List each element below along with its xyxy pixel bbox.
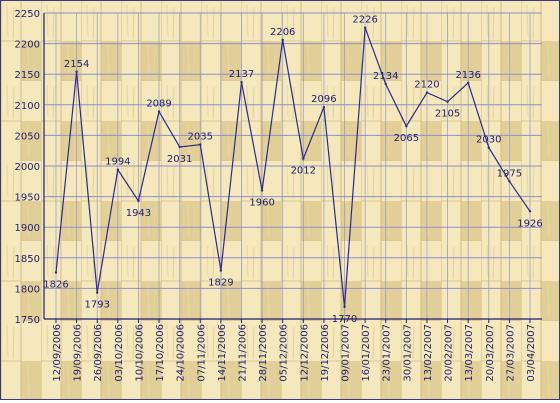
data-label: 1994 <box>105 157 130 168</box>
data-point <box>219 269 223 272</box>
series-line <box>55 27 531 307</box>
data-point <box>240 80 243 84</box>
y-tick-label: 2050 <box>15 131 40 142</box>
data-point <box>322 106 326 109</box>
data-label: 2226 <box>352 15 377 26</box>
data-label: 1943 <box>126 208 151 219</box>
y-tick-label: 2100 <box>15 101 40 112</box>
y-tick-label: 1950 <box>15 193 40 204</box>
y-tick-label: 1850 <box>15 254 40 265</box>
y-tick-label: 2200 <box>15 40 40 51</box>
x-tick-labels: 12/09/2006 19/09/2006 26/09/2006 03/10/2006… <box>52 324 537 382</box>
data-labels: 1826 2154 1793 1994 1943 2089 2031 2035 1829 2137… <box>43 15 542 325</box>
x-tick-label: 24/10/2006 <box>176 324 187 382</box>
data-label: 2206 <box>270 27 295 38</box>
data-point <box>96 291 99 294</box>
data-label: 2035 <box>188 132 213 143</box>
x-tick-label: 26/09/2006 <box>93 324 104 382</box>
data-point <box>363 26 367 29</box>
y-tick-label: 1800 <box>15 284 40 295</box>
data-point <box>343 305 346 308</box>
x-tick-label: 19/12/2006 <box>320 324 331 382</box>
data-point <box>199 143 202 146</box>
data-point <box>137 199 140 203</box>
y-tick-label: 1750 <box>15 315 40 326</box>
data-point <box>281 38 284 42</box>
data-point <box>425 91 429 94</box>
x-tick-label: 14/11/2006 <box>217 324 228 382</box>
data-label: 2137 <box>229 69 254 80</box>
x-tick-label: 10/10/2006 <box>134 324 145 382</box>
data-point <box>528 210 532 213</box>
x-tick-label: 23/01/2007 <box>382 324 393 382</box>
data-point <box>405 125 408 128</box>
x-tick-label: 20/03/2007 <box>485 324 496 382</box>
x-tick-label: 12/12/2006 <box>299 324 310 382</box>
x-tick-label: 03/04/2007 <box>526 324 537 382</box>
data-point <box>384 82 387 86</box>
x-tick-label: 30/01/2007 <box>402 324 413 382</box>
y-tick-label: 2000 <box>15 162 40 173</box>
x-tick-label: 21/11/2006 <box>237 324 248 382</box>
x-tick-label: 13/03/2007 <box>464 324 475 382</box>
data-label: 2012 <box>291 166 316 177</box>
data-label: 2154 <box>64 59 89 70</box>
y-tick-label: 2150 <box>15 70 40 81</box>
data-point <box>54 271 58 274</box>
x-tick-label: 07/11/2006 <box>196 324 207 382</box>
x-tick-label: 28/11/2006 <box>258 324 269 382</box>
x-tick-label: 17/10/2006 <box>155 324 166 382</box>
x-tick-label: 12/09/2006 <box>52 324 63 382</box>
data-label: 2065 <box>394 133 419 144</box>
x-tick-label: 09/01/2007 <box>341 324 352 382</box>
data-label: 2136 <box>455 70 480 81</box>
data-point <box>178 145 181 149</box>
axes <box>43 13 542 323</box>
series <box>54 26 532 308</box>
data-label: 2120 <box>414 80 439 91</box>
data-label: 2031 <box>167 154 192 165</box>
data-point <box>508 180 511 183</box>
x-tick-label: 27/03/2007 <box>505 324 516 382</box>
data-label: 1829 <box>208 278 233 289</box>
data-point <box>302 157 305 160</box>
data-label: 2105 <box>435 109 460 120</box>
data-point <box>260 189 264 192</box>
y-tick-label: 1900 <box>15 223 40 234</box>
x-tick-label: 19/09/2006 <box>73 324 84 382</box>
data-point <box>157 110 161 113</box>
data-label: 2089 <box>146 99 171 110</box>
x-tick-label: 16/01/2007 <box>361 324 372 382</box>
data-label: 1926 <box>517 218 542 229</box>
data-label: 1960 <box>249 197 274 208</box>
data-label: 2030 <box>476 135 501 146</box>
x-tick-label: 03/10/2006 <box>114 324 125 382</box>
data-point <box>75 70 78 73</box>
y-tick-label: 2250 <box>15 9 40 20</box>
data-point <box>446 100 449 103</box>
y-tick-labels: 1750 1800 1850 1900 1950 2000 2050 2100 2150 2200… <box>15 9 40 326</box>
data-label: 2096 <box>311 94 336 105</box>
data-point <box>487 146 490 149</box>
data-point <box>116 168 120 171</box>
x-tick-label: 20/02/2007 <box>444 324 455 382</box>
data-label: 1770 <box>332 314 357 325</box>
x-tick-label: 05/12/2006 <box>279 324 290 382</box>
data-point <box>466 81 470 84</box>
data-label: 1826 <box>43 279 68 290</box>
data-label: 1793 <box>84 300 109 311</box>
data-label: 1975 <box>497 168 522 179</box>
data-label: 2134 <box>373 71 398 82</box>
x-tick-label: 13/02/2007 <box>423 324 434 382</box>
